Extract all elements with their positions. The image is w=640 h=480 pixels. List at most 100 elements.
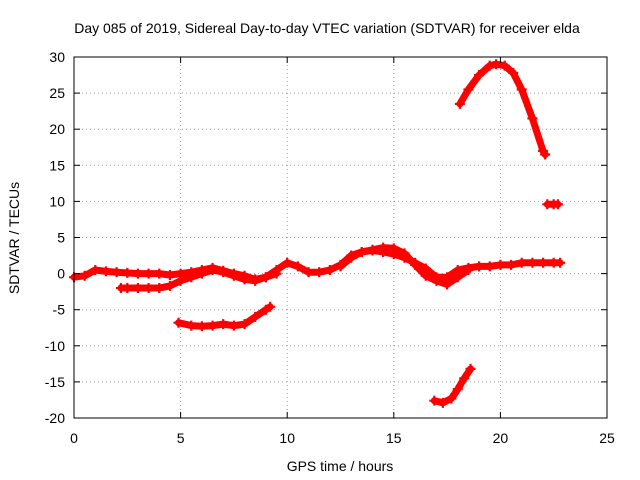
data-point	[378, 242, 389, 253]
data-point	[516, 84, 527, 95]
data-point	[452, 272, 463, 283]
data-point	[260, 272, 271, 283]
data-point	[474, 261, 485, 272]
data-point	[491, 59, 502, 70]
data-point	[132, 268, 143, 279]
x-tick-label: 15	[386, 430, 402, 446]
data-point	[207, 320, 218, 331]
data-point	[122, 267, 133, 278]
data-point	[484, 60, 495, 71]
data-point	[143, 268, 154, 279]
data-point	[356, 246, 367, 257]
series-band	[70, 247, 564, 283]
series-trough-arc	[429, 363, 476, 408]
data-point	[186, 320, 197, 331]
chart-title: Day 085 of 2019, Sidereal Day-to-day VTE…	[74, 20, 580, 36]
data-point	[228, 270, 239, 281]
y-tick-label: -15	[45, 374, 65, 390]
series-band	[117, 266, 280, 292]
series-lower-segment	[173, 301, 276, 332]
data-point	[346, 252, 357, 263]
x-tick-label: 5	[177, 430, 185, 446]
x-tick-label: 25	[599, 430, 615, 446]
data-point	[173, 317, 184, 328]
data-point	[552, 199, 563, 210]
data-point	[555, 257, 566, 268]
data-point	[495, 259, 506, 270]
data-point	[228, 320, 239, 331]
data-point	[79, 270, 90, 281]
data-point	[292, 261, 303, 272]
data-point	[463, 84, 474, 95]
data-point	[540, 149, 551, 160]
data-point	[474, 70, 485, 81]
data-point	[132, 283, 143, 294]
data-point	[111, 267, 122, 278]
data-point	[431, 275, 442, 286]
series-short-segment	[542, 199, 563, 210]
data-point	[437, 397, 448, 408]
data-point	[484, 261, 495, 272]
data-point	[90, 264, 101, 275]
y-axis-label: SDTVAR / TECUs	[6, 182, 22, 294]
y-tick-label: 0	[57, 266, 65, 282]
data-point	[175, 275, 186, 286]
data-point	[265, 301, 276, 312]
series-main-band	[69, 245, 566, 285]
data-point	[429, 395, 440, 406]
data-point	[399, 248, 410, 259]
data-point	[154, 268, 165, 279]
data-point	[527, 257, 538, 268]
data-point	[324, 264, 335, 275]
y-tick-label: -10	[45, 338, 65, 354]
x-axis-label: GPS time / hours	[287, 458, 394, 474]
data-point	[459, 373, 470, 384]
series-peak-arc	[454, 59, 551, 160]
series-hump-band	[335, 242, 474, 290]
y-tick-label: 15	[49, 157, 65, 173]
data-point	[239, 319, 250, 330]
data-point	[410, 259, 421, 270]
data-point	[196, 268, 207, 279]
data-point	[367, 244, 378, 255]
x-tick-label: 10	[279, 430, 295, 446]
data-point	[154, 283, 165, 294]
data-point	[271, 268, 282, 279]
data-point	[100, 266, 111, 277]
series-secondary-band	[115, 264, 282, 294]
data-point	[499, 60, 510, 71]
data-point	[508, 67, 519, 78]
data-point	[207, 264, 218, 275]
data-point	[164, 270, 175, 281]
data-point	[463, 264, 474, 275]
data-point	[388, 243, 399, 254]
y-tick-label: -20	[45, 410, 65, 426]
data-point	[314, 267, 325, 278]
data-point	[282, 257, 293, 268]
data-point	[335, 261, 346, 272]
data-point	[452, 384, 463, 395]
y-tick-label: 25	[49, 85, 65, 101]
data-point	[303, 267, 314, 278]
axis-ticks: 0 5 10 15 20 25 -20 -15 -10 -5 0 5 10 15 20 25 30	[45, 49, 615, 446]
data-point	[122, 283, 133, 294]
data-point	[250, 275, 261, 286]
data-point	[465, 363, 476, 374]
data-point	[239, 274, 250, 285]
data-points	[69, 59, 566, 408]
x-tick-label: 0	[70, 430, 78, 446]
data-point	[143, 283, 154, 294]
data-point	[506, 259, 517, 270]
data-point	[250, 311, 261, 322]
y-tick-label: 5	[57, 230, 65, 246]
data-point	[538, 257, 549, 268]
data-point	[218, 319, 229, 330]
y-tick-label: 20	[49, 121, 65, 137]
data-point	[516, 257, 527, 268]
data-point	[420, 270, 431, 281]
series-band	[456, 60, 549, 158]
data-point	[186, 272, 197, 283]
data-point	[196, 321, 207, 332]
series-band	[175, 303, 274, 330]
data-point	[454, 98, 465, 109]
